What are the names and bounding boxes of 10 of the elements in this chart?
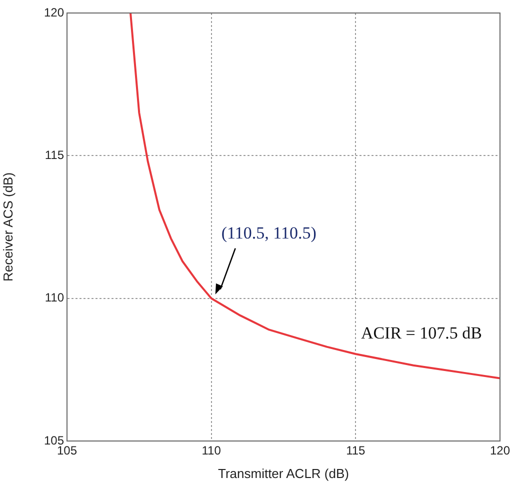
y-tick-label: 115 — [44, 148, 64, 162]
x-tick-label: 120 — [490, 444, 510, 458]
y-tick-label: 110 — [44, 290, 64, 305]
y-tick-label: 120 — [44, 5, 64, 20]
annotation: (110.5, 110.5) — [221, 223, 316, 242]
y-axis-title: Receiver ACS (dB) — [0, 172, 16, 282]
x-tick-label: 115 — [346, 444, 366, 458]
x-axis-title: Transmitter ACLR (dB) — [218, 466, 349, 481]
x-tick-label: 110 — [202, 444, 222, 458]
annotation: ACIR = 107.5 dB — [360, 324, 482, 343]
